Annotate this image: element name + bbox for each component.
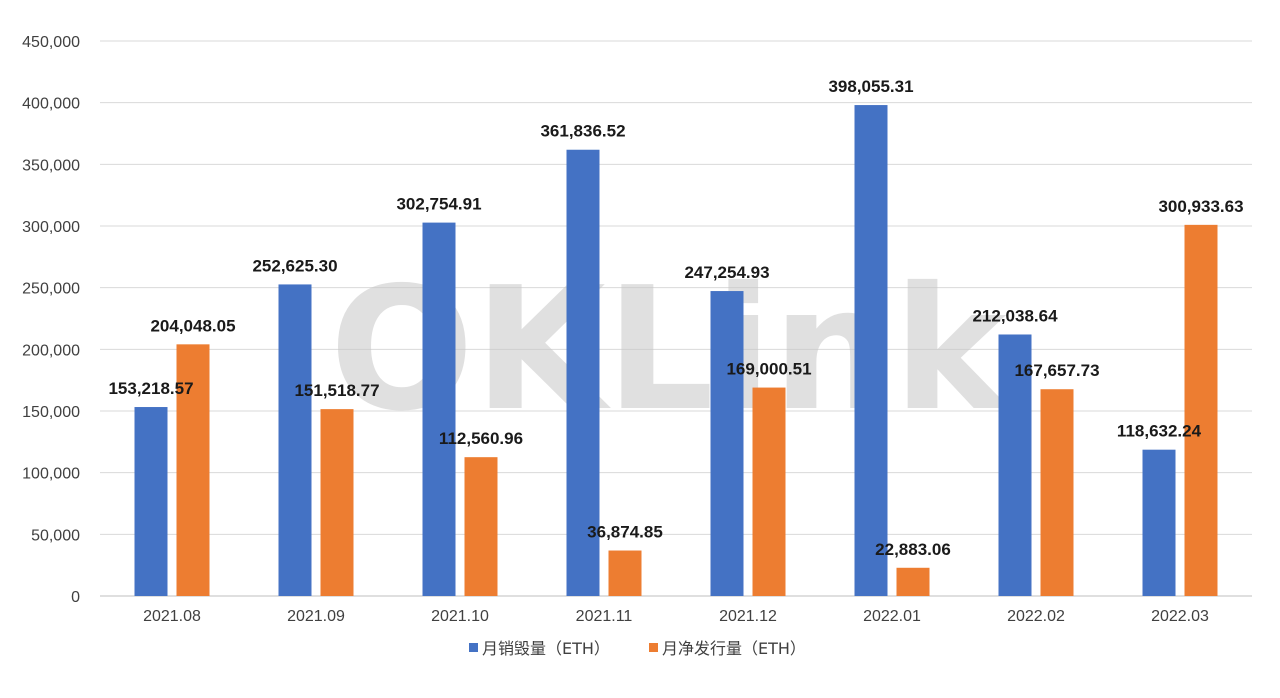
bar-burn bbox=[710, 291, 744, 596]
x-tick-label: 2021.11 bbox=[576, 608, 633, 625]
y-tick-label: 400,000 bbox=[22, 96, 80, 113]
data-label: 398,055.31 bbox=[828, 77, 913, 96]
data-label: 112,560.96 bbox=[439, 429, 523, 448]
x-tick-label: 2021.09 bbox=[287, 608, 345, 625]
x-tick-label: 2022.02 bbox=[1007, 608, 1065, 625]
y-tick-label: 200,000 bbox=[22, 342, 80, 359]
x-tick-label: 2021.12 bbox=[719, 608, 777, 625]
bar-burn bbox=[998, 334, 1032, 596]
x-tick-label: 2022.01 bbox=[863, 608, 921, 625]
bar-issuance bbox=[608, 550, 642, 596]
legend-label: 月销毁量（ETH） bbox=[482, 639, 610, 658]
data-label: 247,254.93 bbox=[684, 263, 769, 282]
legend-swatch-issuance bbox=[649, 643, 658, 652]
data-label: 151,518.77 bbox=[294, 381, 379, 400]
y-tick-label: 50,000 bbox=[31, 527, 80, 544]
legend-swatch-burn bbox=[469, 643, 478, 652]
y-tick-label: 250,000 bbox=[22, 281, 80, 298]
bar-issuance bbox=[320, 409, 354, 596]
data-label: 118,632.24 bbox=[1117, 422, 1202, 441]
y-tick-label: 0 bbox=[71, 589, 80, 606]
bar-burn bbox=[854, 105, 888, 596]
data-label: 22,883.06 bbox=[875, 540, 951, 559]
data-label: 36,874.85 bbox=[587, 523, 663, 542]
data-label: 212,038.64 bbox=[972, 306, 1058, 325]
x-tick-label: 2021.08 bbox=[143, 608, 201, 625]
data-label: 167,657.73 bbox=[1014, 361, 1099, 380]
y-tick-label: 150,000 bbox=[22, 404, 80, 421]
data-label: 302,754.91 bbox=[396, 195, 481, 214]
y-tick-label: 100,000 bbox=[22, 466, 80, 483]
bar-burn bbox=[422, 222, 456, 596]
y-axis: 0 50,000 100,000 150,000 200,000 250,000 300,0… bbox=[22, 34, 80, 606]
x-axis: 2021.08 2021.09 2021.10 2021.11 2021.12 2022.… bbox=[143, 608, 1209, 625]
x-tick-label: 2022.03 bbox=[1151, 608, 1209, 625]
bar-issuance bbox=[1184, 224, 1218, 597]
bar-issuance bbox=[896, 567, 930, 596]
bars bbox=[134, 105, 1218, 597]
bar-burn bbox=[278, 284, 312, 596]
y-tick-label: 300,000 bbox=[22, 219, 80, 236]
legend-label: 月净发行量（ETH） bbox=[662, 639, 806, 658]
y-tick-label: 450,000 bbox=[22, 34, 80, 51]
bar-burn bbox=[566, 149, 600, 596]
data-label: 153,218.57 bbox=[108, 379, 193, 398]
data-label: 169,000.51 bbox=[726, 360, 811, 379]
x-tick-label: 2021.10 bbox=[431, 608, 489, 625]
data-label: 204,048.05 bbox=[150, 316, 235, 335]
bar-burn bbox=[1142, 449, 1176, 596]
bar-issuance bbox=[752, 387, 786, 596]
data-label: 361,836.52 bbox=[540, 122, 625, 141]
data-labels: 153,218.57 204,048.05 252,625.30 151,518.77… bbox=[108, 77, 1243, 559]
bar-issuance bbox=[176, 344, 210, 596]
bar-issuance bbox=[1040, 389, 1074, 596]
data-label: 300,933.63 bbox=[1158, 197, 1243, 216]
bar-issuance bbox=[464, 457, 498, 596]
y-tick-label: 350,000 bbox=[22, 157, 80, 174]
legend: 月销毁量（ETH） 月净发行量（ETH） bbox=[469, 639, 806, 658]
data-label: 252,625.30 bbox=[252, 256, 337, 275]
bar-burn bbox=[134, 407, 168, 596]
